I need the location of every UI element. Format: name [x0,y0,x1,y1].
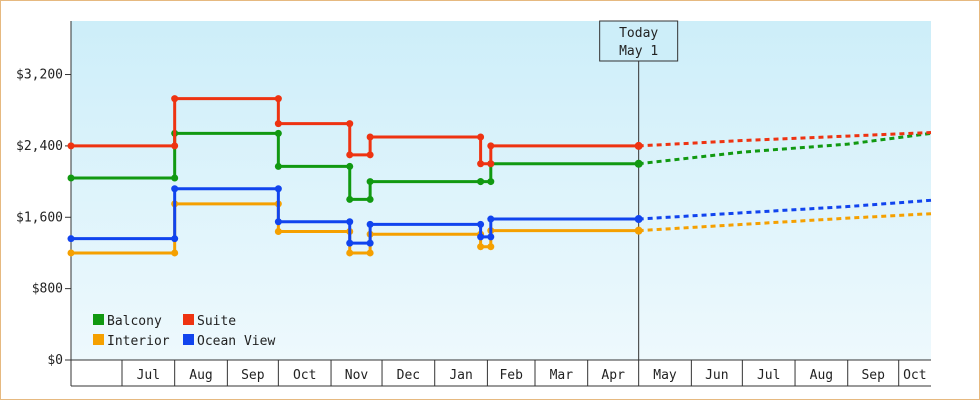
x-tick-label: Apr [601,368,625,383]
data-point [366,133,374,141]
data-point [366,151,374,159]
x-tick-label: Feb [499,368,523,383]
x-tick-label: Mar [550,368,574,383]
x-tick-label: Aug [189,368,212,383]
data-point [346,239,354,247]
data-point [487,243,495,251]
today-marker: Today May 1 [599,20,679,360]
data-point [67,235,75,243]
legend-swatch [183,314,194,325]
data-point [346,195,354,203]
today-date-label: May 1 [619,44,658,59]
y-tick-label: $0 [47,353,63,368]
data-point [477,220,485,228]
data-point [171,249,179,257]
x-tick-label: Dec [397,368,420,383]
x-tick-label: Oct [903,368,926,383]
data-point [274,95,282,103]
x-tick-label: Oct [293,368,316,383]
x-tick-label: Sep [241,368,265,383]
y-tick-label: $3,200 [16,68,63,83]
x-tick-label: Jun [705,368,728,383]
legend-item: Interior [93,334,170,349]
legend-label: Ocean View [197,334,275,349]
legend-swatch [183,334,194,345]
data-point [346,120,354,128]
y-axis: $0 $800 $1,600 $2,400 $3,200 [16,21,72,386]
legend-item: Suite [183,314,236,329]
x-tick-label: Jan [449,368,472,383]
y-tick-label: $1,600 [16,210,63,225]
data-point [346,218,354,226]
data-point [366,239,374,247]
x-tick-label: Sep [861,368,885,383]
x-tick-label: Jul [757,368,780,383]
data-point [274,120,282,128]
legend-label: Balcony [107,314,162,329]
data-point [171,235,179,243]
today-data-point [634,226,643,235]
data-point [487,178,495,186]
data-point [346,249,354,257]
data-point [487,160,495,168]
data-point [67,142,75,150]
series-projection-line [638,212,932,233]
x-tick-label: Nov [345,368,369,383]
data-point [346,151,354,159]
data-point [274,218,282,226]
legend-label: Interior [107,334,170,349]
data-point [274,228,282,236]
x-tick-label: May [653,368,677,383]
data-point [171,185,179,193]
legend-swatch [93,334,104,345]
legend-label: Suite [197,314,236,329]
x-tick-label: Jul [137,368,160,383]
data-point [346,162,354,170]
today-box [599,20,679,62]
today-data-point [634,159,643,168]
data-point [171,174,179,182]
data-point [366,220,374,228]
data-point [67,174,75,182]
data-point [477,178,485,186]
data-point [477,160,485,168]
today-data-point [634,215,643,224]
y-tick-label: $2,400 [16,139,63,154]
data-point [477,233,485,241]
data-point [171,142,179,150]
data-point [274,185,282,193]
x-tick-label: Aug [810,368,833,383]
data-point [274,129,282,137]
legend-swatch [93,314,104,325]
series-layer [67,95,932,257]
data-point [477,133,485,141]
data-point [366,195,374,203]
data-point [477,243,485,251]
data-point [274,162,282,170]
series-projection-line [638,131,932,166]
legend-item: Ocean View [183,334,275,349]
x-axis: Jul Aug Sep Oct Nov Dec Jan Feb Mar Apr May Jun Jul A… [71,359,931,387]
data-point [366,249,374,257]
legend-item: Balcony [93,314,162,329]
series-projection-line [638,131,932,148]
today-data-point [634,141,643,150]
today-label: Today [619,26,658,41]
data-point [366,178,374,186]
plot-background [71,21,931,360]
series-projection-line [638,198,932,221]
data-point [487,215,495,223]
data-point [67,249,75,257]
data-point [487,142,495,150]
data-point [171,95,179,103]
y-tick-label: $800 [32,282,63,297]
data-point [487,233,495,241]
legend: Balcony Suite Interior Ocean View [93,314,275,349]
